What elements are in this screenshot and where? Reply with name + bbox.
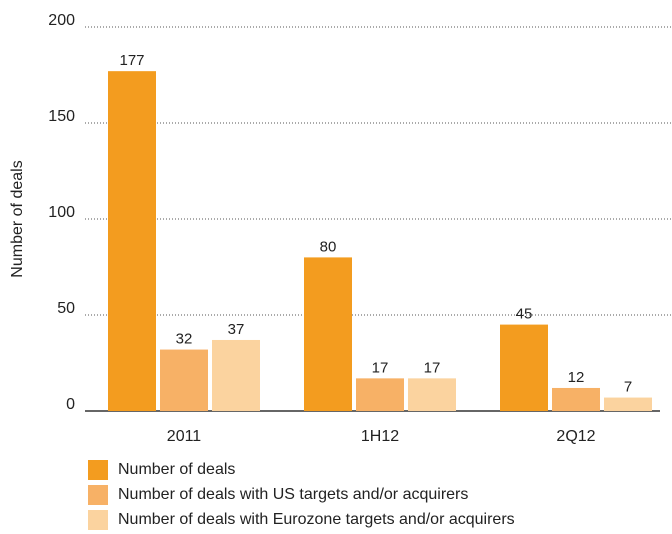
legend-swatch [88, 460, 108, 480]
y-tick-label: 50 [57, 300, 75, 317]
legend-label: Number of deals with Eurozone targets an… [118, 511, 515, 528]
bar [604, 397, 652, 411]
value-label: 17 [424, 359, 441, 376]
value-label: 7 [624, 379, 632, 396]
y-tick-label: 0 [66, 396, 75, 413]
y-axis-label: Number of deals [9, 160, 26, 277]
value-label: 32 [176, 331, 193, 348]
bar [160, 349, 208, 411]
legend-swatch [88, 510, 108, 530]
x-tick-label: 1H12 [361, 428, 399, 445]
bar [408, 378, 456, 411]
legend-swatch [88, 485, 108, 505]
y-tick-label: 200 [48, 12, 75, 29]
y-tick-label: 100 [48, 204, 75, 221]
value-label: 177 [119, 52, 144, 69]
bar [500, 324, 548, 411]
legend-label: Number of deals with US targets and/or a… [118, 486, 468, 503]
x-tick-label: 2011 [167, 428, 202, 445]
y-tick-label: 150 [48, 108, 75, 125]
bar [356, 378, 404, 411]
value-label: 37 [228, 321, 245, 338]
value-label: 80 [320, 238, 337, 255]
bar [212, 339, 260, 411]
bar [304, 257, 352, 411]
x-tick-label: 2Q12 [556, 428, 595, 445]
value-label: 17 [372, 359, 389, 376]
value-label: 12 [568, 369, 585, 386]
legend-label: Number of deals [118, 461, 235, 478]
value-label: 45 [516, 306, 533, 323]
bar [108, 71, 156, 411]
bar [552, 387, 600, 411]
